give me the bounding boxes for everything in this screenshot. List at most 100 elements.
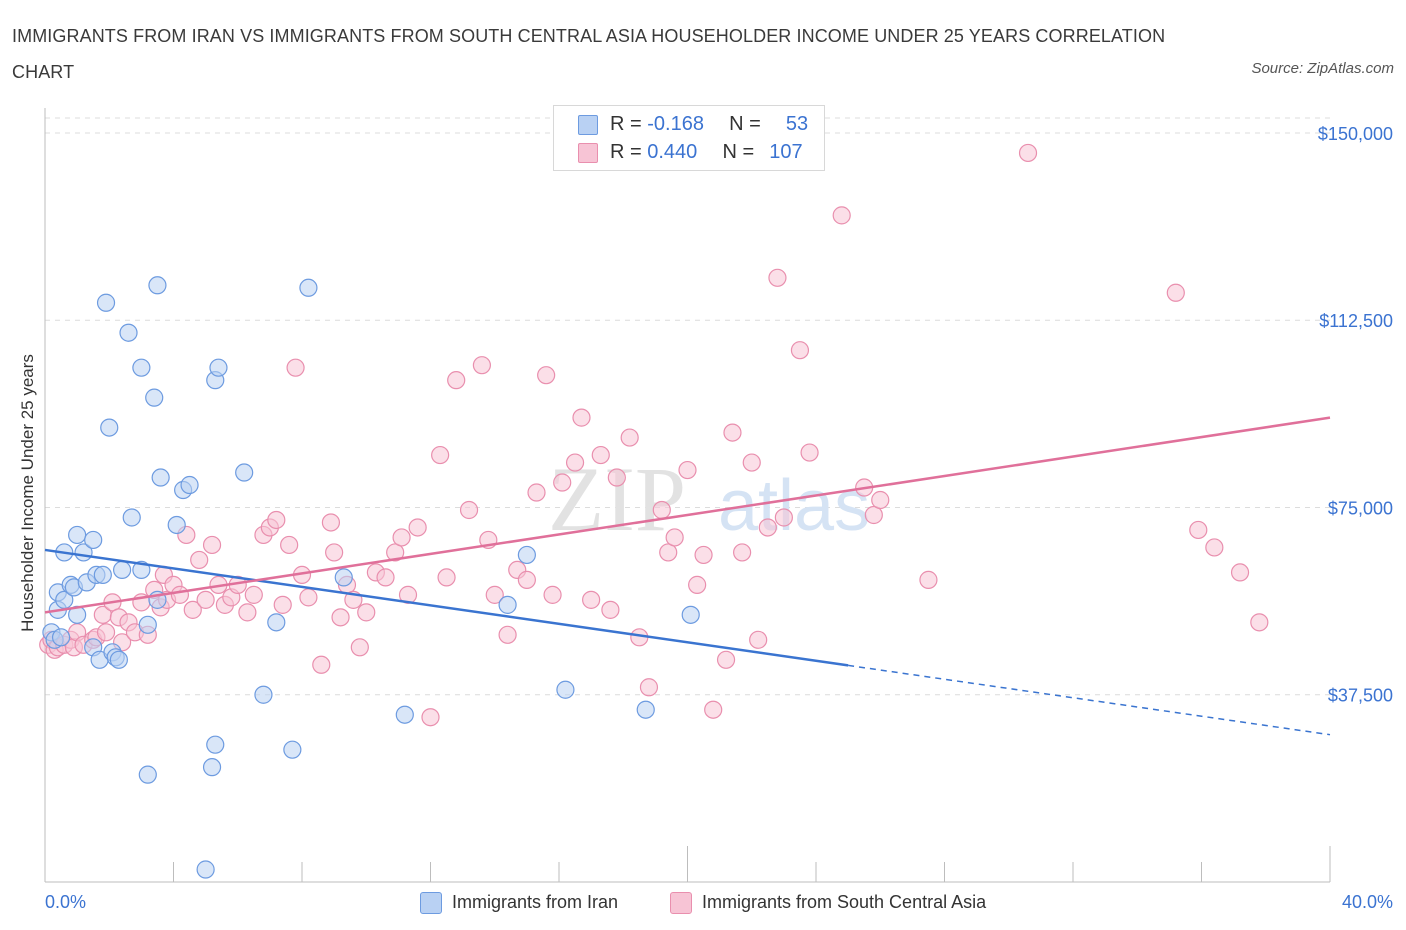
data-point-pink xyxy=(431,445,450,465)
n-label: N = xyxy=(729,113,767,135)
data-point-pink xyxy=(565,453,585,472)
data-point-pink xyxy=(472,356,491,375)
legend-swatch-pink xyxy=(670,892,692,914)
data-point-pink xyxy=(749,630,768,649)
data-point-pink xyxy=(331,608,350,627)
data-point-blue xyxy=(138,615,157,634)
data-point-blue xyxy=(51,628,71,647)
data-point-pink xyxy=(659,543,678,562)
data-point-blue xyxy=(209,358,228,377)
data-point-pink xyxy=(620,428,639,447)
data-point-blue xyxy=(109,650,128,669)
data-point-pink xyxy=(1230,563,1250,582)
data-point-pink xyxy=(694,545,713,565)
tick-labels: $37,500 $75,000 $112,500 $150,000 0.0% 40.0% xyxy=(45,124,1393,912)
data-point-blue xyxy=(235,463,254,482)
data-point-pink xyxy=(421,708,440,727)
source-label: Source: ZipAtlas.com xyxy=(1251,60,1394,77)
series-legend: Immigrants from Iran Immigrants from Sou… xyxy=(0,888,1406,916)
data-point-pink xyxy=(321,513,341,532)
data-point-pink xyxy=(325,543,344,562)
data-point-pink xyxy=(202,535,222,555)
data-point-blue xyxy=(180,475,199,495)
data-point-pink xyxy=(1166,283,1185,302)
data-point-pink xyxy=(357,603,376,622)
data-point-pink xyxy=(498,625,517,644)
data-point-pink xyxy=(196,590,215,609)
data-point-blue xyxy=(100,418,119,437)
data-point-pink xyxy=(517,570,536,589)
data-point-pink xyxy=(768,268,787,287)
data-point-pink xyxy=(864,505,883,525)
data-point-pink xyxy=(459,500,479,520)
trend-line-extension-blue xyxy=(848,664,1331,736)
data-point-pink xyxy=(376,568,395,587)
data-point-blue xyxy=(138,765,157,784)
data-point-blue xyxy=(96,293,116,312)
data-point-pink xyxy=(299,588,318,607)
data-point-blue xyxy=(84,530,103,550)
legend-swatch-blue xyxy=(578,115,598,135)
y-tick-label: $37,500 xyxy=(1328,686,1393,706)
watermark: ZIP atlas xyxy=(548,448,870,550)
data-point-pink xyxy=(832,206,851,225)
data-point-pink xyxy=(716,650,736,669)
data-point-pink xyxy=(733,543,752,562)
data-point-blue xyxy=(681,605,700,624)
data-point-pink xyxy=(238,603,257,622)
data-point-blue xyxy=(68,525,87,545)
data-point-pink xyxy=(601,600,620,619)
data-point-pink xyxy=(273,595,292,614)
data-point-pink xyxy=(437,568,456,587)
data-point-pink xyxy=(652,500,671,520)
data-point-pink xyxy=(800,443,819,462)
axes xyxy=(44,108,1331,883)
r-value: 0.440 xyxy=(647,141,698,163)
series-south-central-asia xyxy=(39,143,1269,727)
data-point-blue xyxy=(254,685,273,704)
data-point-pink xyxy=(170,585,190,604)
data-point-pink xyxy=(280,535,299,555)
r-label: R = xyxy=(610,141,648,163)
data-point-pink xyxy=(312,655,331,674)
r-value: -0.168 xyxy=(647,113,704,135)
x-tick-label-max: 40.0% xyxy=(1342,892,1393,912)
data-point-pink xyxy=(758,518,777,537)
data-point-blue xyxy=(267,613,286,632)
data-point-blue xyxy=(636,700,655,719)
data-point-blue xyxy=(206,735,225,754)
data-point-blue xyxy=(167,515,186,535)
data-point-blue xyxy=(112,560,132,580)
data-point-pink xyxy=(607,468,626,487)
y-tick-label: $112,500 xyxy=(1319,311,1393,331)
n-value: 107 xyxy=(769,141,803,163)
data-point-pink xyxy=(267,510,286,530)
data-point-pink xyxy=(572,408,591,427)
data-point-blue xyxy=(148,276,167,295)
data-point-pink xyxy=(350,638,369,657)
data-point-blue xyxy=(151,468,170,487)
data-point-blue xyxy=(196,860,215,879)
y-axis-label: Householder Income Under 25 years xyxy=(18,354,37,632)
data-point-pink xyxy=(742,453,761,472)
data-point-blue xyxy=(299,278,318,297)
legend-swatch-blue xyxy=(420,892,442,914)
data-point-blue xyxy=(334,568,353,587)
data-point-pink xyxy=(591,445,610,465)
data-point-pink xyxy=(639,678,659,697)
trend-line-pink xyxy=(44,416,1331,614)
legend-label-south-central-asia: Immigrants from South Central Asia xyxy=(702,892,987,912)
data-point-blue xyxy=(93,565,112,585)
data-point-blue xyxy=(145,388,164,407)
data-point-pink xyxy=(286,358,305,377)
data-point-blue xyxy=(202,758,222,777)
data-point-pink xyxy=(527,483,546,502)
data-point-pink xyxy=(386,543,405,562)
data-point-blue xyxy=(517,545,536,565)
trend-line-blue xyxy=(44,548,849,667)
data-point-pink xyxy=(678,460,697,480)
data-point-pink xyxy=(485,585,504,604)
data-point-pink xyxy=(543,585,562,604)
data-point-pink xyxy=(582,590,601,609)
trend-lines xyxy=(44,416,1331,736)
